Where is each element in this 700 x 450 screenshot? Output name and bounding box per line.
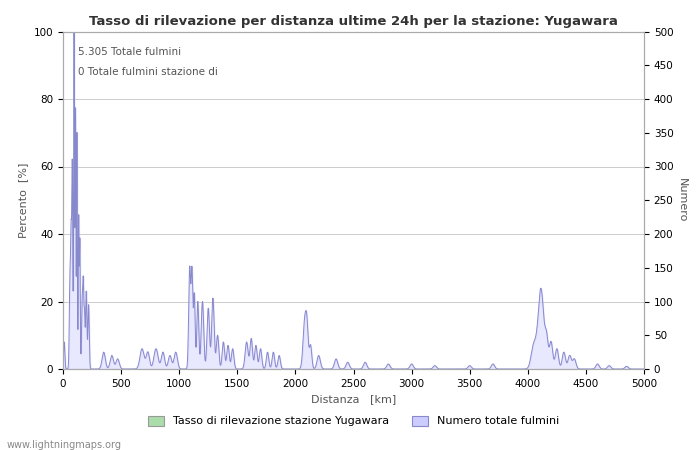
Text: 5.305 Totale fulmini: 5.305 Totale fulmini (78, 47, 181, 57)
Text: 0 Totale fulmini stazione di: 0 Totale fulmini stazione di (78, 67, 218, 77)
Title: Tasso di rilevazione per distanza ultime 24h per la stazione: Yugawara: Tasso di rilevazione per distanza ultime… (89, 14, 618, 27)
Y-axis label: Percento  [%]: Percento [%] (18, 162, 28, 238)
Legend: Tasso di rilevazione stazione Yugawara, Numero totale fulmini: Tasso di rilevazione stazione Yugawara, … (144, 411, 564, 431)
Y-axis label: Numero: Numero (678, 178, 687, 222)
X-axis label: Distanza   [km]: Distanza [km] (311, 394, 396, 404)
Text: www.lightningmaps.org: www.lightningmaps.org (7, 440, 122, 450)
